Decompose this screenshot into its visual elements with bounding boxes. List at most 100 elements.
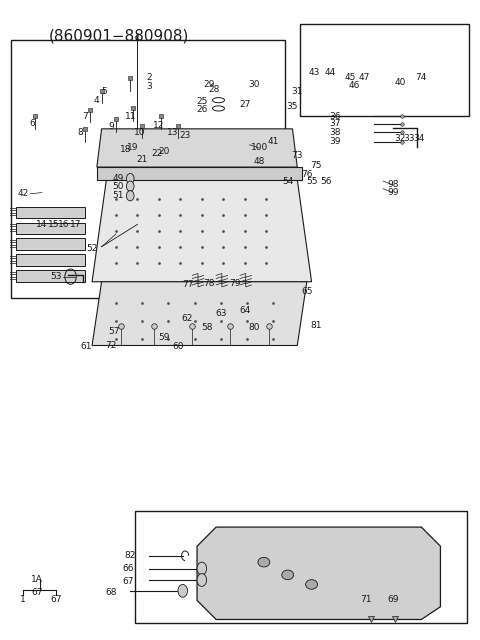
Text: 98: 98 bbox=[387, 180, 398, 189]
Text: 63: 63 bbox=[215, 309, 227, 318]
Polygon shape bbox=[92, 282, 307, 346]
Ellipse shape bbox=[306, 580, 318, 589]
Text: 57: 57 bbox=[108, 327, 120, 336]
Polygon shape bbox=[16, 254, 85, 266]
Text: 40: 40 bbox=[394, 79, 406, 88]
Text: 59: 59 bbox=[158, 333, 169, 342]
Text: 34: 34 bbox=[413, 134, 425, 143]
Text: 1: 1 bbox=[134, 33, 140, 42]
Text: 19: 19 bbox=[127, 143, 138, 152]
Polygon shape bbox=[16, 239, 85, 250]
Text: 18: 18 bbox=[120, 145, 131, 154]
Text: 72: 72 bbox=[106, 341, 117, 350]
Ellipse shape bbox=[258, 557, 270, 567]
Text: 65: 65 bbox=[301, 287, 312, 296]
Text: 54: 54 bbox=[282, 177, 293, 186]
Text: 22: 22 bbox=[151, 148, 162, 157]
Text: 4: 4 bbox=[94, 95, 100, 105]
Text: 76: 76 bbox=[301, 170, 312, 179]
Text: 50: 50 bbox=[112, 182, 124, 191]
Text: 12: 12 bbox=[153, 121, 165, 130]
Polygon shape bbox=[16, 223, 85, 234]
Text: 6: 6 bbox=[30, 119, 36, 128]
Circle shape bbox=[197, 573, 206, 586]
Text: 15: 15 bbox=[48, 220, 60, 229]
Text: 55: 55 bbox=[306, 177, 317, 186]
Text: 67: 67 bbox=[122, 577, 133, 586]
Text: 31: 31 bbox=[291, 88, 303, 97]
Text: 71: 71 bbox=[360, 595, 372, 604]
Text: 62: 62 bbox=[182, 314, 193, 323]
Text: 67: 67 bbox=[31, 588, 43, 597]
Text: 99: 99 bbox=[387, 188, 398, 197]
Text: 2: 2 bbox=[146, 73, 152, 82]
Text: 56: 56 bbox=[320, 177, 332, 186]
Text: 8: 8 bbox=[77, 127, 83, 136]
Text: 33: 33 bbox=[404, 134, 415, 143]
Text: 37: 37 bbox=[330, 119, 341, 128]
Polygon shape bbox=[197, 527, 441, 620]
Text: 36: 36 bbox=[330, 111, 341, 120]
Text: 67: 67 bbox=[50, 595, 62, 604]
Text: 10: 10 bbox=[134, 127, 145, 136]
Text: 78: 78 bbox=[203, 278, 215, 287]
Circle shape bbox=[178, 584, 188, 597]
Text: 42: 42 bbox=[17, 189, 28, 198]
Text: 79: 79 bbox=[229, 278, 241, 287]
Circle shape bbox=[126, 191, 134, 201]
Text: 61: 61 bbox=[81, 342, 92, 351]
Text: 46: 46 bbox=[349, 81, 360, 90]
Circle shape bbox=[126, 173, 134, 184]
Text: 58: 58 bbox=[201, 323, 212, 332]
Text: 1A: 1A bbox=[31, 575, 43, 584]
Text: 52: 52 bbox=[86, 244, 98, 253]
Text: 16: 16 bbox=[58, 220, 69, 229]
Text: 69: 69 bbox=[387, 595, 398, 604]
Text: 82: 82 bbox=[124, 551, 136, 560]
Text: 7: 7 bbox=[82, 111, 88, 120]
Text: 43: 43 bbox=[308, 68, 320, 77]
Text: 3: 3 bbox=[146, 83, 152, 92]
Text: 14: 14 bbox=[36, 220, 48, 229]
Text: 13: 13 bbox=[168, 127, 179, 136]
Text: 77: 77 bbox=[182, 280, 193, 289]
Text: 38: 38 bbox=[330, 127, 341, 136]
Text: 68: 68 bbox=[106, 588, 117, 597]
Text: 28: 28 bbox=[208, 85, 219, 94]
Text: 5: 5 bbox=[101, 88, 107, 97]
Text: 11: 11 bbox=[124, 111, 136, 120]
Text: 64: 64 bbox=[239, 306, 251, 315]
Text: 26: 26 bbox=[196, 105, 207, 114]
Text: 48: 48 bbox=[253, 157, 265, 166]
Text: 25: 25 bbox=[196, 97, 207, 106]
Text: 74: 74 bbox=[416, 74, 427, 83]
Text: 32: 32 bbox=[394, 134, 406, 143]
Circle shape bbox=[197, 562, 206, 575]
Circle shape bbox=[126, 181, 134, 191]
Text: 9: 9 bbox=[108, 122, 114, 131]
Ellipse shape bbox=[282, 570, 294, 580]
Text: (860901−880908): (860901−880908) bbox=[49, 28, 190, 43]
Polygon shape bbox=[97, 167, 302, 180]
Text: 47: 47 bbox=[359, 74, 370, 83]
Text: 44: 44 bbox=[325, 68, 336, 77]
Text: 100: 100 bbox=[251, 143, 268, 152]
Text: 17: 17 bbox=[70, 220, 81, 229]
Text: 45: 45 bbox=[344, 74, 356, 83]
Polygon shape bbox=[97, 129, 297, 167]
Text: 51: 51 bbox=[112, 191, 124, 200]
Text: 30: 30 bbox=[249, 80, 260, 89]
Text: 23: 23 bbox=[180, 131, 191, 140]
Text: 39: 39 bbox=[330, 137, 341, 146]
Polygon shape bbox=[16, 270, 85, 282]
Text: 49: 49 bbox=[113, 174, 124, 183]
Polygon shape bbox=[92, 180, 312, 282]
Text: 29: 29 bbox=[204, 80, 215, 89]
Text: 81: 81 bbox=[311, 321, 322, 330]
Text: 20: 20 bbox=[158, 147, 169, 156]
Text: 60: 60 bbox=[172, 342, 184, 351]
Text: 66: 66 bbox=[122, 564, 133, 573]
Text: 75: 75 bbox=[311, 161, 322, 170]
Text: 27: 27 bbox=[239, 100, 251, 109]
Text: 1: 1 bbox=[20, 595, 26, 604]
